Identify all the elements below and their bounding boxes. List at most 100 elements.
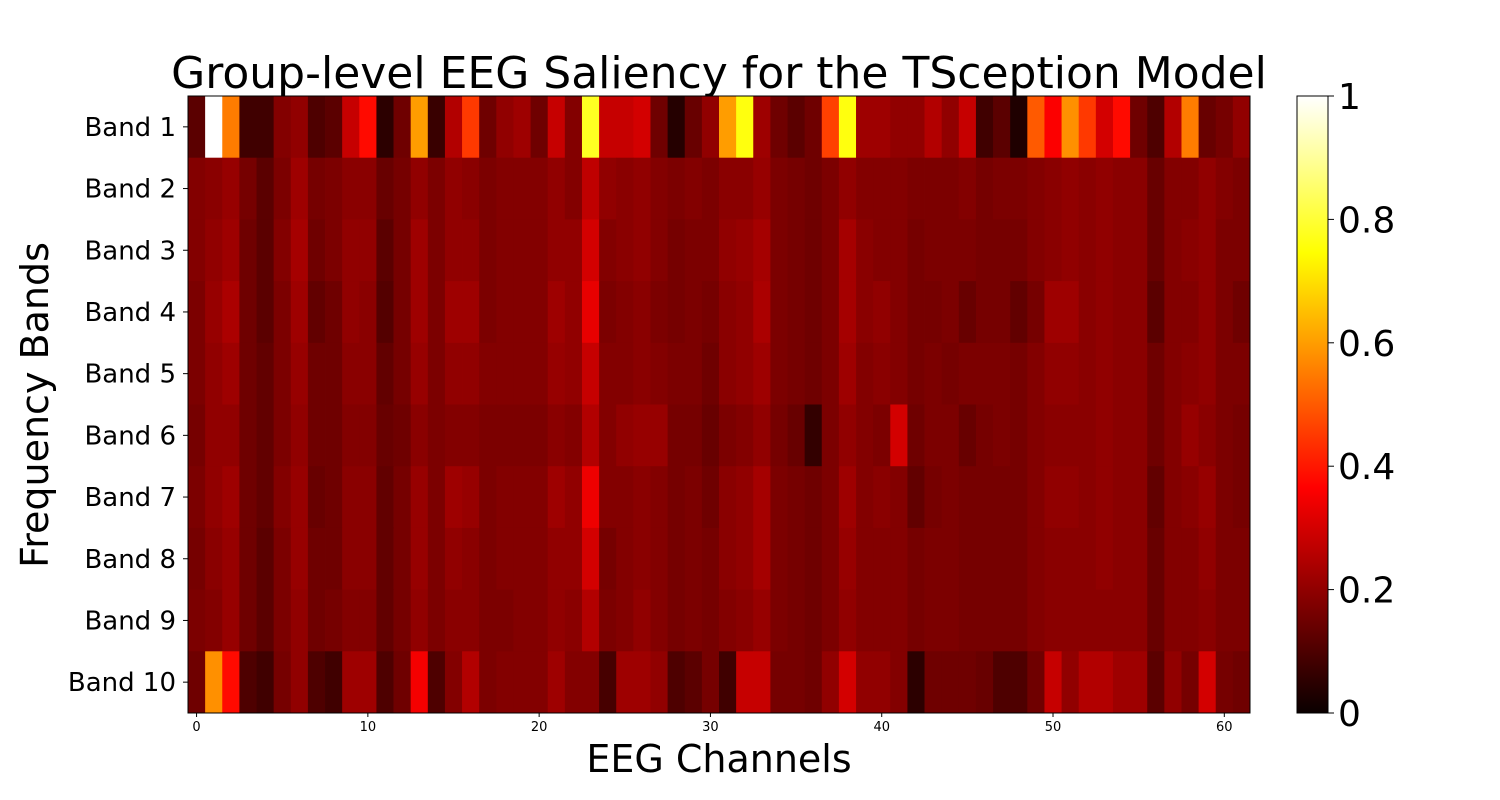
- heatmap-cell: [736, 96, 754, 159]
- heatmap-cell: [530, 404, 549, 467]
- heatmap-cell: [753, 527, 771, 590]
- y-tick-label: Band 8: [84, 545, 176, 575]
- heatmap-cell: [1061, 96, 1080, 159]
- heatmap-cell: [1095, 281, 1114, 344]
- heatmap-cell: [1147, 342, 1165, 405]
- heatmap-cell: [941, 342, 960, 405]
- heatmap-cell: [1044, 527, 1062, 590]
- heatmap-cell: [975, 157, 994, 220]
- heatmap-cell: [856, 157, 874, 220]
- x-tick-labels: 0 10 20 30 40 50 60: [192, 713, 1233, 735]
- heatmap-cell: [307, 589, 326, 652]
- heatmap-cell: [513, 651, 531, 714]
- heatmap-cell: [993, 589, 1011, 652]
- heatmap-cell: [599, 404, 617, 467]
- heatmap-cell: [821, 281, 840, 344]
- heatmap-cell: [1095, 219, 1114, 282]
- heatmap-cell: [958, 219, 977, 282]
- heatmap-cell: [222, 466, 240, 529]
- heatmap-cell: [838, 651, 857, 714]
- heatmap-cell: [770, 157, 788, 220]
- heatmap-cell: [856, 651, 874, 714]
- heatmap-cell: [856, 466, 874, 529]
- heatmap-cell: [873, 281, 891, 344]
- heatmap-cell: [890, 527, 908, 590]
- heatmap-cell: [856, 589, 874, 652]
- heatmap-cell: [736, 281, 754, 344]
- heatmap-cell: [1061, 527, 1080, 590]
- heatmap-cell: [1010, 589, 1028, 652]
- heatmap-cell: [821, 589, 840, 652]
- heatmap-cell: [342, 96, 360, 159]
- heatmap-cell: [958, 466, 977, 529]
- heatmap-cell: [1078, 219, 1097, 282]
- heatmap-cell: [222, 527, 240, 590]
- heatmap-cell: [1198, 281, 1217, 344]
- heatmap-cell: [359, 96, 377, 159]
- heatmap-cell: [496, 96, 514, 159]
- heatmap-cell: [410, 527, 429, 590]
- heatmap-cell: [581, 342, 600, 405]
- heatmap-cell: [701, 589, 720, 652]
- heatmap-cell: [1164, 96, 1182, 159]
- heatmap-cell: [1147, 281, 1165, 344]
- heatmap-cell: [410, 157, 429, 220]
- heatmap-cell: [325, 281, 343, 344]
- heatmap-cell: [975, 281, 994, 344]
- heatmap-cell: [1044, 219, 1062, 282]
- heatmap-cell: [342, 589, 360, 652]
- heatmap-cell: [393, 342, 412, 405]
- heatmap-cell: [838, 466, 857, 529]
- colorbar: [1296, 95, 1329, 714]
- heatmap-cell: [256, 651, 275, 714]
- heatmap-cell: [205, 342, 223, 405]
- heatmap-cell: [924, 589, 943, 652]
- heatmap-cell: [410, 589, 429, 652]
- heatmap-cell: [1198, 342, 1217, 405]
- heatmap-cell: [256, 404, 275, 467]
- heatmap-cell: [393, 157, 412, 220]
- y-tick-label: Band 4: [84, 298, 176, 328]
- heatmap-cell: [804, 219, 823, 282]
- heatmap-cell: [273, 404, 292, 467]
- heatmap-cell: [513, 466, 531, 529]
- heatmap-cell: [787, 527, 806, 590]
- heatmap-cell: [1232, 281, 1251, 344]
- heatmap-cell: [307, 342, 326, 405]
- heatmap-cell: [1027, 96, 1045, 159]
- heatmap-cell: [1078, 589, 1097, 652]
- heatmap-cell: [530, 651, 549, 714]
- heatmap-cell: [1027, 589, 1045, 652]
- heatmap-cell: [907, 96, 925, 159]
- heatmap-cell: [873, 651, 891, 714]
- heatmap-cell: [993, 157, 1011, 220]
- heatmap-cell: [513, 342, 531, 405]
- colorbar-tick-label: 0: [1338, 694, 1361, 735]
- heatmap-cell: [1095, 404, 1114, 467]
- heatmap-cell: [667, 527, 686, 590]
- heatmap-cell: [393, 404, 412, 467]
- heatmap-cell: [564, 157, 583, 220]
- heatmap-cell: [650, 342, 669, 405]
- heatmap-cell: [564, 404, 583, 467]
- heatmap-cell: [1044, 342, 1062, 405]
- heatmap-cell: [1027, 281, 1045, 344]
- heatmap-cell: [993, 527, 1011, 590]
- y-tick-label: Band 3: [84, 236, 176, 266]
- heatmap-cell: [496, 466, 514, 529]
- heatmap-cell: [753, 404, 771, 467]
- heatmap-cell: [239, 404, 257, 467]
- heatmap-cell: [462, 281, 480, 344]
- heatmap-cell: [307, 219, 326, 282]
- heatmap-cell: [393, 651, 412, 714]
- heatmap-cell: [1010, 219, 1028, 282]
- heatmap-cell: [804, 281, 823, 344]
- heatmap-cell: [821, 651, 840, 714]
- heatmap-cell: [873, 219, 891, 282]
- heatmap-cell: [650, 281, 669, 344]
- heatmap-cell: [890, 219, 908, 282]
- heatmap-cell: [444, 651, 463, 714]
- heatmap-cell: [616, 651, 634, 714]
- y-tick-label: Band 2: [84, 175, 176, 205]
- heatmap-cell: [873, 342, 891, 405]
